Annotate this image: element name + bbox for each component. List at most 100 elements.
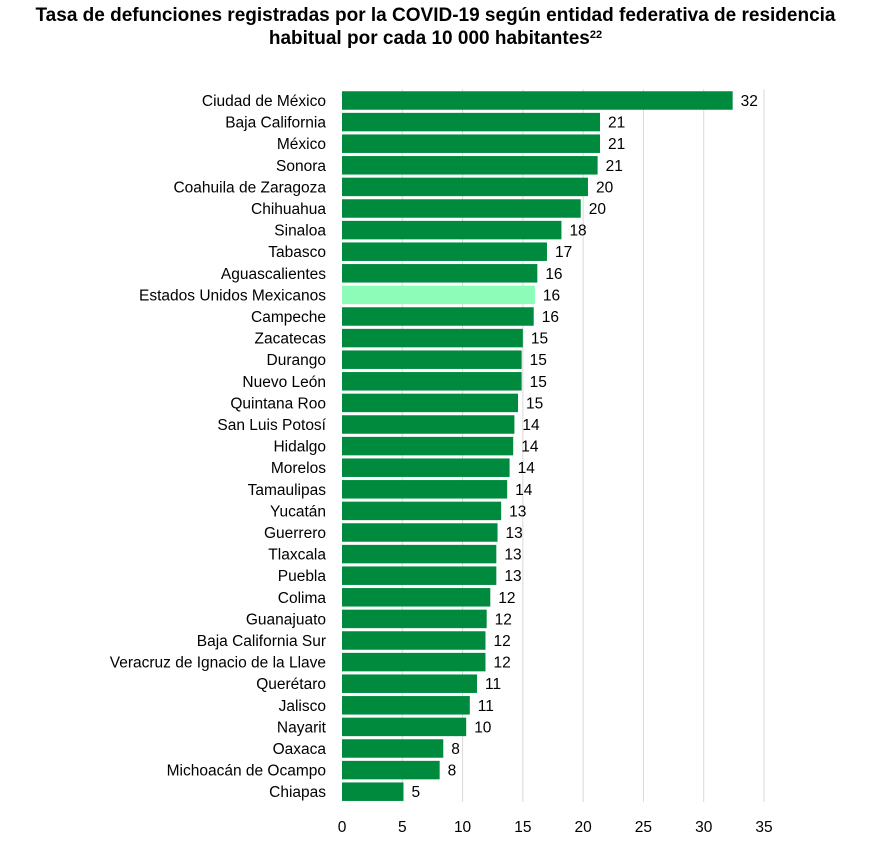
category-label: Nuevo León bbox=[242, 374, 326, 391]
bar-yucatan bbox=[342, 501, 502, 521]
category-label: Hidalgo bbox=[273, 439, 326, 456]
value-label: 15 bbox=[531, 331, 548, 348]
x-tick-label: 5 bbox=[398, 819, 407, 836]
bar-tamaulipas bbox=[342, 480, 508, 499]
chart-title-line-2-text: habitual por cada 10 000 habitantes bbox=[268, 28, 590, 49]
category-label: Veracruz de Ignacio de la Llave bbox=[110, 655, 326, 672]
value-label: 14 bbox=[515, 482, 533, 499]
category-label: Sonora bbox=[276, 158, 326, 175]
value-label: 20 bbox=[596, 179, 614, 196]
value-label: 8 bbox=[448, 763, 457, 780]
category-label: Durango bbox=[267, 352, 326, 369]
category-label: San Luis Potosí bbox=[217, 417, 326, 434]
value-label: 11 bbox=[478, 698, 494, 715]
category-label: Aguascalientes bbox=[221, 266, 326, 283]
chart-title: Tasa de defunciones registradas por la C… bbox=[0, 4, 871, 50]
value-label: 17 bbox=[555, 244, 572, 261]
value-label: 16 bbox=[542, 309, 559, 326]
value-label: 16 bbox=[545, 266, 562, 283]
bar-hidalgo bbox=[342, 436, 514, 456]
x-axis-ticks: 0 5 10 15 20 25 30 35 bbox=[338, 819, 773, 836]
category-label: Tlaxcala bbox=[268, 547, 326, 564]
category-label: Nayarit bbox=[277, 719, 327, 736]
x-tick-label: 30 bbox=[695, 819, 713, 836]
value-label: 15 bbox=[530, 374, 547, 391]
bar-tlaxcala bbox=[342, 544, 497, 564]
category-label: Chiapas bbox=[269, 784, 326, 801]
value-label: 13 bbox=[509, 503, 526, 520]
value-label: 14 bbox=[518, 460, 536, 477]
value-label: 12 bbox=[493, 633, 510, 650]
bar-aguascalientes bbox=[342, 264, 538, 283]
category-label: Baja California bbox=[225, 115, 326, 132]
category-label: Oaxaca bbox=[273, 741, 327, 758]
title-footnote: 22 bbox=[589, 29, 603, 41]
bar-zacatecas bbox=[342, 328, 523, 348]
category-label: Quintana Roo bbox=[230, 395, 326, 412]
value-label: 8 bbox=[451, 741, 460, 758]
category-label: Michoacán de Ocampo bbox=[167, 763, 326, 780]
x-tick-label: 15 bbox=[514, 819, 531, 836]
bar-chiapas bbox=[342, 782, 404, 801]
x-tick-label: 0 bbox=[338, 819, 347, 836]
value-label: 12 bbox=[493, 655, 510, 672]
bar-baja-california-sur bbox=[342, 631, 486, 650]
bar-morelos bbox=[342, 458, 510, 477]
x-tick-label: 20 bbox=[575, 819, 593, 836]
category-label: Tamaulipas bbox=[248, 482, 327, 499]
category-label: Querétaro bbox=[256, 676, 326, 693]
category-label: Puebla bbox=[278, 568, 327, 585]
category-labels: Ciudad de México Baja California México Son… bbox=[110, 93, 327, 801]
bar-estados-unidos-mexicanos bbox=[342, 285, 535, 305]
bar-chihuahua bbox=[342, 199, 581, 218]
category-label: Zacatecas bbox=[254, 331, 326, 348]
category-label: Guanajuato bbox=[246, 611, 326, 628]
bar-michoacan-de-ocampo bbox=[342, 760, 440, 780]
value-label: 16 bbox=[543, 287, 560, 304]
chart-title-line-2: habitual por cada 10 000 habitantes22 bbox=[0, 27, 871, 50]
bar-nayarit bbox=[342, 717, 467, 737]
bar-sonora bbox=[342, 156, 598, 175]
bar-guerrero bbox=[342, 523, 498, 542]
category-label: Ciudad de México bbox=[202, 93, 326, 110]
category-label: Sinaloa bbox=[274, 223, 326, 240]
value-label: 14 bbox=[521, 439, 539, 456]
value-label: 21 bbox=[608, 136, 625, 153]
bar-quintana-roo bbox=[342, 393, 519, 413]
bar-campeche bbox=[342, 307, 534, 326]
value-label: 20 bbox=[589, 201, 607, 218]
value-label: 10 bbox=[474, 719, 492, 736]
value-label: 12 bbox=[495, 611, 512, 628]
bar-guanajuato bbox=[342, 609, 487, 629]
value-labels: 3221212120201817161616151515151414141413… bbox=[411, 93, 757, 801]
category-label: Chihuahua bbox=[251, 201, 326, 218]
bar-nuevo-leon bbox=[342, 372, 522, 391]
category-label: Baja California Sur bbox=[197, 633, 326, 650]
value-label: 14 bbox=[522, 417, 540, 434]
x-tick-label: 35 bbox=[755, 819, 772, 836]
category-label: Yucatán bbox=[270, 503, 326, 520]
bar-mexico bbox=[342, 134, 601, 153]
value-label: 11 bbox=[485, 676, 501, 693]
category-label: Guerrero bbox=[264, 525, 326, 542]
value-label: 15 bbox=[526, 395, 543, 412]
category-label: Campeche bbox=[251, 309, 326, 326]
value-label: 5 bbox=[411, 784, 420, 801]
bar-coahuila-de-zaragoza bbox=[342, 177, 588, 197]
chart-title-line-1: Tasa de defunciones registradas por la C… bbox=[35, 5, 836, 26]
x-tick-label: 10 bbox=[454, 819, 472, 836]
value-label: 13 bbox=[506, 525, 523, 542]
value-label: 18 bbox=[569, 223, 586, 240]
category-label: Morelos bbox=[271, 460, 326, 477]
bar-veracruz-de-ignacio-de-la-llave bbox=[342, 652, 486, 672]
bar-ciudad-de-mexico bbox=[342, 91, 733, 110]
category-label: Tabasco bbox=[268, 244, 326, 261]
category-label: Estados Unidos Mexicanos bbox=[139, 287, 326, 304]
category-label: Jalisco bbox=[279, 698, 326, 715]
bars bbox=[342, 91, 733, 801]
bar-baja-california bbox=[342, 112, 601, 132]
bar-oaxaca bbox=[342, 739, 444, 758]
value-label: 21 bbox=[606, 158, 623, 175]
value-label: 15 bbox=[530, 352, 547, 369]
